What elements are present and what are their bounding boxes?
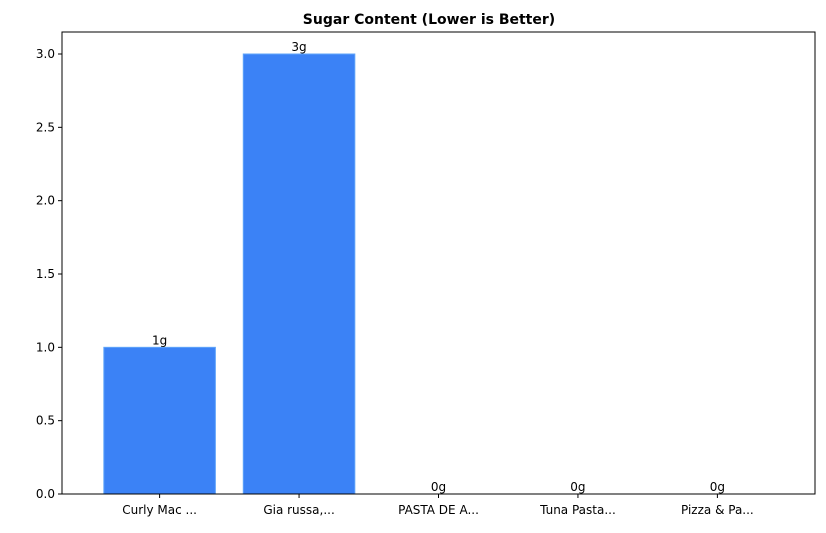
chart-title: Sugar Content (Lower is Better)	[303, 12, 555, 28]
y-tick-label-4: 2.0	[36, 194, 55, 208]
y-tick-label-2: 1.0	[36, 340, 55, 354]
bar-0	[103, 346, 216, 495]
data-label-2: 0g	[431, 480, 446, 494]
data-label-0: 1g	[152, 333, 167, 347]
data-label-4: 0g	[710, 480, 725, 494]
x-tick-label-1: Gia russa,...	[263, 503, 334, 517]
x-tick-label-3: Tuna Pasta...	[539, 503, 616, 517]
data-label-1: 3g	[291, 40, 306, 54]
x-tick-label-2: PASTA DE A...	[398, 503, 479, 517]
y-tick-label-6: 3.0	[36, 47, 55, 61]
x-tick-label-4: Pizza & Pa...	[681, 503, 754, 517]
y-tick-label-0: 0.0	[36, 487, 55, 501]
plot-area: 1g Curly Mac ... 3g Gia russa,... 0g PASTA DE…	[36, 31, 816, 517]
y-tick-label-3: 1.5	[36, 267, 55, 281]
data-label-3: 0g	[570, 480, 585, 494]
y-tick-label-1: 0.5	[36, 414, 55, 428]
bar-1	[242, 53, 356, 495]
x-tick-label-0: Curly Mac ...	[122, 503, 197, 517]
plot-frame	[61, 31, 816, 495]
y-tick-label-5: 2.5	[36, 120, 55, 134]
